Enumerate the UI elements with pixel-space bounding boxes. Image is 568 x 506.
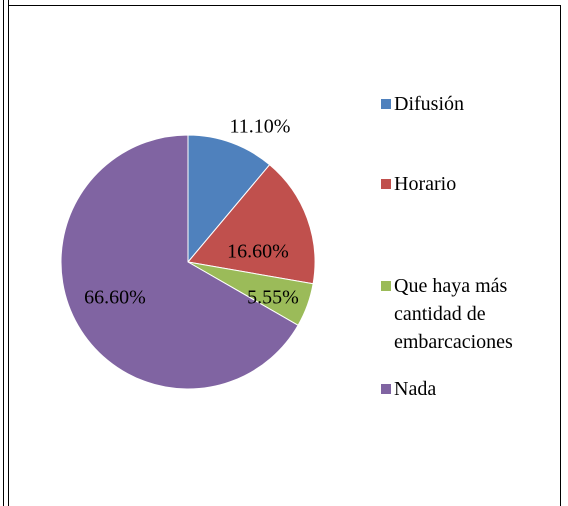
legend-label: Difusión: [394, 93, 464, 115]
legend-label: Que haya más cantidad de embarcaciones: [394, 275, 513, 353]
legend-label: Horario: [394, 173, 457, 195]
legend-item: Difusión: [381, 90, 561, 118]
data-label: 66.60%: [84, 287, 146, 309]
data-label: 5.55%: [247, 287, 299, 309]
pie-slice: [187, 164, 316, 285]
legend-item: Que haya más cantidad de embarcaciones: [381, 272, 561, 356]
legend-item: Nada: [381, 375, 561, 403]
legend-swatch: [381, 179, 391, 189]
pie-slice: [60, 134, 299, 390]
pie-slice: [187, 134, 271, 264]
data-label: 16.60%: [227, 241, 289, 263]
legend-item: Horario: [381, 170, 561, 198]
legend-label: Nada: [394, 378, 437, 400]
legend-swatch: [381, 281, 391, 291]
legend-swatch: [381, 99, 391, 109]
data-label: 11.10%: [230, 116, 291, 138]
legend-swatch: [381, 384, 391, 394]
